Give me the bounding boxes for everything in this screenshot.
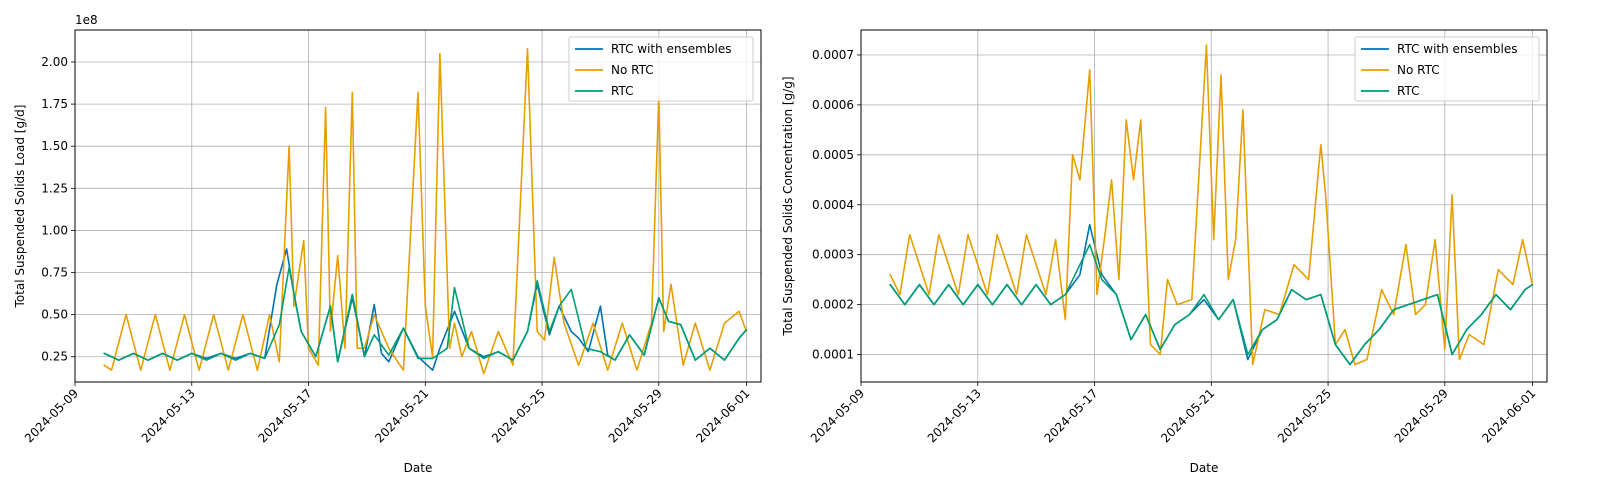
legend-frame <box>568 36 754 102</box>
x-tick-label: 2024-05-13 <box>139 386 198 445</box>
y-tick-label: 1.00 <box>41 223 68 237</box>
y-tick-label: 0.0003 <box>812 248 854 262</box>
y-axis-label: Total Suspended Solids Load [g/d] <box>13 105 27 309</box>
legend: RTC with ensembles No RTC RTC <box>1354 36 1540 102</box>
x-tick-label: 2024-05-29 <box>1392 386 1451 445</box>
y-tick-label: 0.75 <box>41 266 68 280</box>
x-axis-ticks: 2024-05-09 2024-05-13 2024-05-17 2024-05-21… <box>808 382 1539 445</box>
tss-concentration-chart: 2024-05-09 2024-05-13 2024-05-17 2024-05-21… <box>781 29 1548 475</box>
y-tick-label: 1.75 <box>41 97 68 111</box>
y-tick-label: 1.50 <box>41 139 68 153</box>
y-axis-offset-text: 1e8 <box>75 13 98 27</box>
x-tick-label: 2024-05-21 <box>372 386 431 445</box>
x-tick-label: 2024-05-17 <box>255 386 314 445</box>
legend-label: RTC with ensembles <box>1397 42 1517 56</box>
series-line-no-rtc <box>103 47 748 375</box>
series-line-no-rtc <box>889 44 1534 366</box>
series-line-rtc <box>889 243 1534 366</box>
y-tick-label: 0.25 <box>41 350 68 364</box>
legend: RTC with ensembles No RTC RTC <box>568 36 754 102</box>
y-tick-label: 0.50 <box>41 308 68 322</box>
x-tick-label: 2024-05-25 <box>1275 386 1334 445</box>
y-axis-label: Total Suspended Solids Concentration [g/… <box>781 76 795 336</box>
y-tick-label: 0.0005 <box>812 148 854 162</box>
y-tick-label: 0.0001 <box>812 348 854 362</box>
y-tick-label: 0.0007 <box>812 48 854 62</box>
y-tick-label: 2.00 <box>41 55 68 69</box>
tss-load-chart: 2024-05-09 2024-05-13 2024-05-17 2024-05-21… <box>13 13 762 475</box>
y-axis-ticks: 0.0001 0.0002 0.0003 0.0004 0.0005 0.0006 0.00… <box>812 48 861 362</box>
x-axis-label: Date <box>404 461 433 475</box>
x-tick-label: 2024-05-17 <box>1041 386 1100 445</box>
series-lines <box>889 44 1534 366</box>
series-lines <box>103 47 748 375</box>
x-tick-label: 2024-05-09 <box>22 386 81 445</box>
series-line-rtc <box>103 266 748 363</box>
x-axis-ticks: 2024-05-09 2024-05-13 2024-05-17 2024-05-21… <box>22 382 753 445</box>
x-tick-label: 2024-05-13 <box>925 386 984 445</box>
y-tick-label: 0.0004 <box>812 198 854 212</box>
legend-label: RTC with ensembles <box>611 42 731 56</box>
x-tick-label: 2024-06-01 <box>693 386 752 445</box>
x-tick-label: 2024-05-25 <box>489 386 548 445</box>
x-tick-label: 2024-05-29 <box>606 386 665 445</box>
x-tick-label: 2024-06-01 <box>1479 386 1538 445</box>
x-axis-label: Date <box>1190 461 1219 475</box>
legend-frame <box>1354 36 1540 102</box>
plot-frame <box>860 29 1548 383</box>
legend-label: RTC <box>1397 84 1419 98</box>
x-tick-label: 2024-05-21 <box>1158 386 1217 445</box>
y-tick-label: 0.0006 <box>812 98 854 112</box>
legend-label: RTC <box>611 84 633 98</box>
x-tick-label: 2024-05-09 <box>808 386 867 445</box>
legend-label: No RTC <box>611 63 654 77</box>
y-axis-ticks: 0.25 0.50 0.75 1.00 1.25 1.50 1.75 2.00 <box>41 55 75 364</box>
y-tick-label: 0.0002 <box>812 298 854 312</box>
y-tick-label: 1.25 <box>41 181 68 195</box>
legend-label: No RTC <box>1397 63 1440 77</box>
plot-frame <box>74 29 762 383</box>
